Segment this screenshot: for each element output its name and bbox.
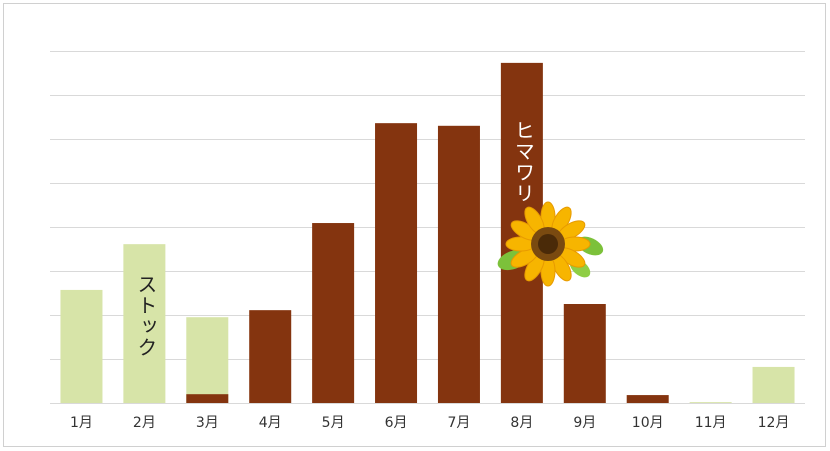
bar (375, 123, 418, 403)
bar (60, 289, 103, 403)
bar (186, 394, 229, 403)
legend-label: ストック (134, 274, 158, 358)
x-tick-label: 7月 (447, 415, 470, 431)
x-tick-label: 6月 (385, 415, 408, 431)
sunflower-icon (497, 201, 604, 287)
bar (563, 304, 606, 403)
bar (186, 317, 229, 403)
bar (437, 125, 480, 404)
bar (312, 223, 355, 403)
x-tick-label: 10月 (632, 415, 664, 431)
x-tick-label: 5月 (322, 415, 345, 431)
bars (60, 62, 795, 404)
bar (123, 244, 166, 403)
legend-label: ヒマワリ (511, 120, 535, 204)
grid (50, 51, 805, 404)
x-tick-label: 1月 (70, 415, 93, 431)
labels: 1月 2月 3月 4月 5月 6月 7月 8月 9月 10月 11月 12月 ストック ヒマワリ (70, 120, 789, 431)
x-tick-label: 4月 (259, 415, 282, 431)
x-tick-label: 12月 (758, 415, 790, 431)
x-tick-label: 8月 (510, 415, 533, 431)
x-tick-label: 11月 (695, 415, 727, 431)
x-tick-label: 3月 (196, 415, 219, 431)
bar (689, 402, 732, 403)
x-tick-label: 9月 (573, 415, 596, 431)
bar (752, 366, 795, 403)
bar (249, 310, 292, 403)
x-tick-label: 2月 (133, 415, 156, 431)
bar (626, 395, 669, 403)
